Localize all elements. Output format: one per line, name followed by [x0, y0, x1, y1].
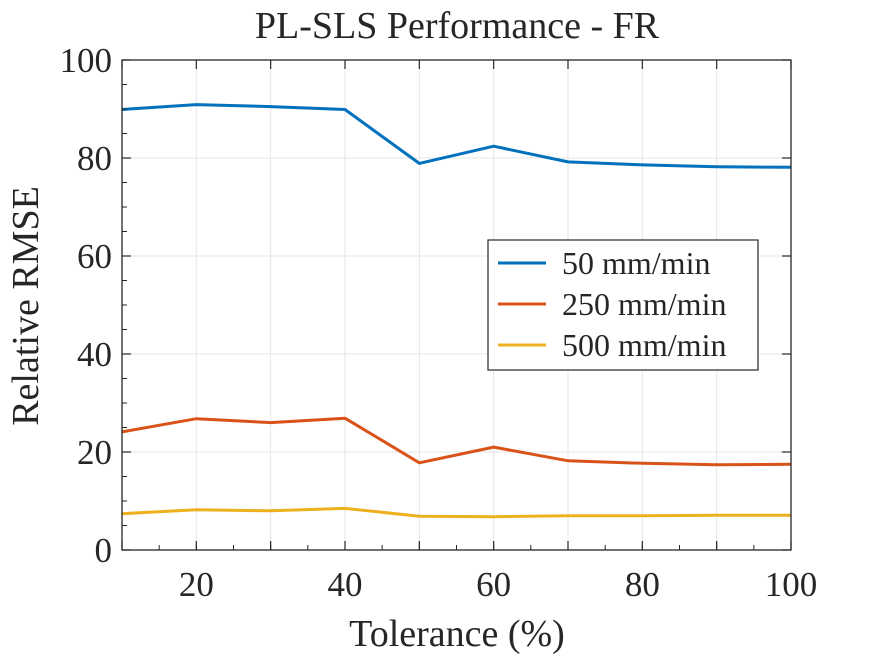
x-tick-label: 100 [765, 565, 818, 604]
x-tick-label: 60 [476, 565, 511, 604]
axes [121, 59, 792, 551]
series-line-1 [121, 103, 792, 169]
x-tick-label: 40 [328, 565, 363, 604]
series-lines [121, 103, 792, 519]
series-line-3 [121, 506, 791, 519]
tick-labels: 20 40 60 80 100 0 20 40 60 80 100 [60, 41, 818, 604]
x-tick-label: 20 [179, 565, 214, 604]
legend: 50 mm/min 250 mm/min 500 mm/min [487, 239, 759, 371]
legend-label-3: 500 mm/min [562, 327, 726, 363]
y-tick-label: 0 [95, 531, 113, 570]
y-axis-label: Relative RMSE [5, 186, 47, 426]
legend-label-2: 250 mm/min [562, 286, 726, 322]
y-tick-label: 80 [77, 139, 112, 178]
x-tick-label: 80 [625, 565, 660, 604]
chart-title: PL-SLS Performance - FR [255, 5, 660, 47]
series-line-2 [121, 416, 792, 467]
legend-label-1: 50 mm/min [562, 245, 710, 281]
y-tick-label: 60 [77, 237, 112, 276]
y-tick-label: 20 [77, 433, 112, 472]
y-tick-label: 40 [77, 335, 112, 374]
x-axis-label: Tolerance (%) [349, 613, 565, 655]
y-tick-label: 100 [60, 41, 113, 80]
